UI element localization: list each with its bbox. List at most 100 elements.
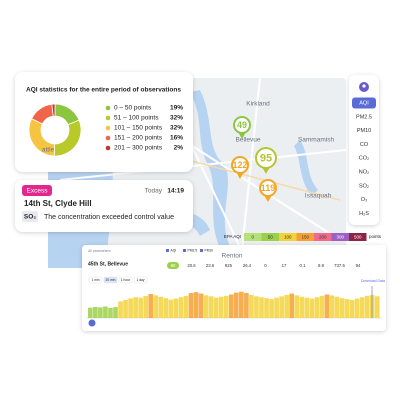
interval-label: 1 day [136,278,144,282]
scale-tick: 150 [301,234,309,239]
scale-tick: 200 [319,234,327,239]
bar [254,296,259,318]
scale-tick: 0 [251,234,254,239]
bar [168,299,174,318]
marker-value: 95 [260,152,272,164]
bar [259,297,264,318]
param-value: 9.9 [318,263,325,268]
alert-message: The concentration exceeded control value [44,214,174,221]
marker-value: 122 [232,160,247,170]
marker-inner [233,158,247,172]
bar [88,307,93,318]
scale-band [314,233,332,241]
column: PM10 [205,249,214,253]
scale-tick: 50 [268,234,274,239]
bar [244,293,249,318]
map-label: attle [42,147,55,154]
bar [198,293,204,318]
bar [113,307,118,318]
station: 45th St, Bellevue [88,261,128,267]
bar [203,295,209,318]
interval-label: 20 min [106,278,116,282]
scale-title: EPA AQI [224,234,241,239]
interval-button[interactable] [118,276,133,284]
checkbox[interactable] [166,249,169,252]
legend-label: 101 – 150 points [114,125,163,132]
bar [173,298,179,318]
legend-dot [105,145,111,151]
legend-percent: 19% [170,105,183,112]
interval-button[interactable] [103,276,118,284]
badge-text: Excess [27,188,49,195]
param-badge-text: SO₂ [24,214,36,221]
aqi-pill [167,262,179,269]
bar [239,291,244,318]
marker-inner [235,118,249,132]
parameter[interactable]: PM2.5 [356,114,372,120]
bar [158,296,164,318]
scale-tick: 100 [284,234,292,239]
bar [299,296,305,318]
bar [269,299,274,318]
bar [93,306,98,318]
interval-button[interactable] [133,276,148,284]
bar [274,297,279,318]
legend-percent: 2% [174,145,184,152]
parameter[interactable]: NO₂ [359,169,369,175]
donut-segment [51,103,56,117]
parameter-panel [349,75,379,225]
alert-card[interactable] [15,180,193,232]
param-value: 0 [264,263,267,268]
play-button[interactable] [88,319,96,327]
bar [153,295,159,318]
parameter[interactable]: PM10 [357,128,371,134]
legend-percent: 16% [170,135,183,142]
download[interactable]: Download Data [361,279,385,283]
scale-band [279,233,297,241]
bar [193,292,199,318]
scale-band [296,233,314,241]
param-value: 0.1 [300,263,307,268]
parameter[interactable]: CO [360,142,369,148]
marker-value: 119 [261,183,276,193]
alert-place: 14th St, Clyde Hill [24,199,92,208]
legend-label: 151 – 200 points [114,135,163,142]
bar [98,307,103,318]
bar [228,294,234,318]
column: PM2.5 [188,249,198,253]
bar [163,298,169,318]
legend-label: 51 – 100 points [114,115,159,122]
interval-label: 1 hour [121,278,131,282]
bar [133,297,138,318]
parameter[interactable]: O₃ [361,197,368,203]
parameter[interactable]: CO₂ [359,156,369,162]
bar [314,297,320,318]
marker-value: 49 [237,120,247,130]
bar [279,296,284,318]
map-label: Renton [222,253,243,260]
checkbox[interactable] [183,249,186,252]
map-label: Bellevue [236,137,261,144]
scale-band [331,233,349,241]
parameter[interactable]: SO₂ [359,183,369,189]
param-value: 925 [225,263,233,268]
bar [213,297,219,318]
bar [354,298,360,318]
param-badge [22,211,38,222]
bar [249,294,254,318]
parameter[interactable]: AQI [359,100,369,106]
interval-button[interactable] [88,276,103,284]
checkbox[interactable] [200,249,203,252]
map-label: Sammamish [298,137,335,144]
legend-percent: 32% [170,125,183,132]
bar [148,294,154,318]
bar [123,300,128,318]
bar [364,295,370,318]
legend-label: 201 – 300 points [114,145,163,152]
parameter[interactable]: H₂S [359,211,369,217]
bar [223,295,229,318]
alert-day: Today [145,188,163,195]
bar [108,307,113,318]
bar [103,306,108,318]
bar [284,294,289,318]
